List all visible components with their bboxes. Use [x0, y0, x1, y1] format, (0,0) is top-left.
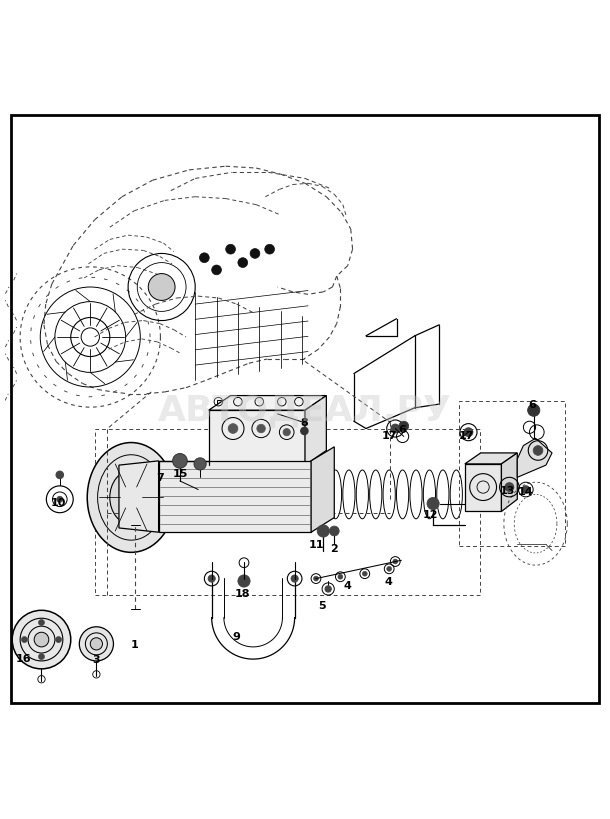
Ellipse shape — [87, 443, 175, 553]
Circle shape — [301, 428, 308, 435]
Circle shape — [399, 422, 409, 432]
Text: 17: 17 — [381, 430, 397, 440]
Bar — [245, 401, 262, 412]
Circle shape — [314, 577, 318, 581]
Circle shape — [427, 498, 439, 510]
Circle shape — [250, 249, 260, 259]
Circle shape — [528, 405, 540, 417]
Text: 16: 16 — [15, 653, 31, 663]
Text: 4: 4 — [344, 580, 351, 590]
Circle shape — [12, 610, 71, 669]
Polygon shape — [517, 439, 552, 477]
Text: 3: 3 — [93, 654, 100, 664]
Text: 6: 6 — [529, 400, 536, 410]
Text: 8: 8 — [300, 418, 307, 428]
Text: 1: 1 — [131, 639, 138, 649]
Circle shape — [391, 425, 400, 433]
Text: 4: 4 — [384, 577, 392, 586]
Bar — [459, 401, 565, 546]
Text: 18: 18 — [235, 589, 251, 599]
Text: 2: 2 — [331, 544, 338, 554]
Circle shape — [265, 245, 274, 255]
Circle shape — [362, 572, 367, 577]
Circle shape — [21, 636, 27, 643]
Circle shape — [173, 454, 187, 468]
Circle shape — [387, 567, 392, 572]
Circle shape — [38, 654, 45, 660]
Circle shape — [34, 632, 49, 647]
Ellipse shape — [110, 471, 152, 525]
Circle shape — [226, 245, 235, 255]
Circle shape — [199, 254, 209, 263]
Circle shape — [56, 636, 62, 643]
Text: 7: 7 — [156, 473, 163, 482]
Circle shape — [257, 425, 265, 433]
Circle shape — [208, 575, 215, 582]
Circle shape — [291, 575, 298, 582]
Polygon shape — [305, 396, 326, 465]
Circle shape — [79, 627, 113, 661]
Circle shape — [393, 559, 398, 564]
Circle shape — [533, 446, 543, 456]
Bar — [95, 430, 480, 595]
Circle shape — [317, 525, 329, 537]
Text: 11: 11 — [308, 540, 324, 550]
Text: 13: 13 — [500, 485, 515, 495]
Circle shape — [464, 428, 473, 437]
Circle shape — [57, 496, 63, 503]
Text: 9: 9 — [233, 631, 240, 641]
Circle shape — [325, 586, 331, 592]
Circle shape — [148, 274, 175, 301]
Polygon shape — [311, 447, 334, 532]
Circle shape — [90, 638, 102, 650]
Circle shape — [56, 472, 63, 479]
Text: 14: 14 — [518, 486, 534, 497]
Text: 5: 5 — [318, 600, 326, 611]
Circle shape — [505, 483, 514, 491]
Text: 17: 17 — [459, 430, 475, 440]
Circle shape — [238, 575, 250, 587]
Bar — [298, 422, 311, 439]
Text: 10: 10 — [50, 497, 66, 507]
Polygon shape — [209, 396, 326, 410]
Text: 12: 12 — [423, 509, 439, 519]
Circle shape — [283, 429, 290, 437]
Circle shape — [38, 620, 45, 626]
Polygon shape — [501, 454, 517, 512]
Circle shape — [522, 486, 529, 494]
Circle shape — [194, 459, 206, 470]
Polygon shape — [465, 464, 501, 512]
Polygon shape — [209, 410, 305, 465]
Polygon shape — [159, 461, 311, 532]
Text: АВТОДЕАЛ.РУ: АВТОДЕАЛ.РУ — [158, 392, 452, 427]
Circle shape — [329, 527, 339, 536]
Ellipse shape — [169, 465, 191, 475]
Circle shape — [338, 575, 343, 580]
Circle shape — [212, 265, 221, 275]
Circle shape — [228, 424, 238, 434]
Polygon shape — [465, 454, 517, 464]
Polygon shape — [119, 461, 159, 532]
Text: 6: 6 — [399, 424, 406, 434]
Circle shape — [238, 259, 248, 268]
Text: 15: 15 — [172, 468, 188, 478]
Bar — [217, 401, 234, 412]
